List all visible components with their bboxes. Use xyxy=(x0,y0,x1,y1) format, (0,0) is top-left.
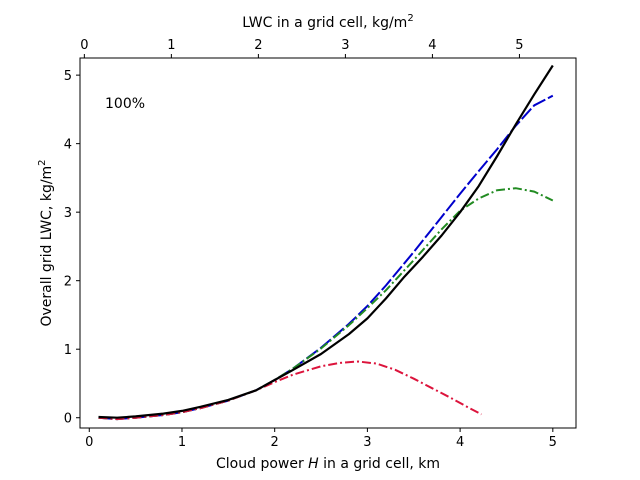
x-tick-label: 1 xyxy=(178,435,186,450)
x-tick-label: 0 xyxy=(85,435,93,450)
y-axis-label-base: Overall grid LWC, kg/m xyxy=(39,166,55,327)
y-axis-label-sup: 2 xyxy=(37,159,48,165)
top-x-axis-label-sup: 2 xyxy=(407,13,413,24)
x-axis-label-before: Cloud power xyxy=(216,456,308,472)
x-tick-label: 4 xyxy=(456,435,464,450)
plot-frame xyxy=(79,57,577,429)
series-line-3 xyxy=(98,360,482,421)
top-x-axis-label: LWC in a grid cell, kg/m2 xyxy=(242,13,413,31)
y-tick-label: 2 xyxy=(64,275,72,290)
series-line-1 xyxy=(98,94,554,421)
x-tick-label: 2 xyxy=(271,435,279,450)
top-x-tick-label: 3 xyxy=(341,38,349,53)
x-axis-label-italic: H xyxy=(308,456,319,472)
x-tick-label: 5 xyxy=(549,435,557,450)
ticks-layer: 0 1 2 3 4 5 0 1 2 3 4 5 0 1 2 3 4 5 xyxy=(64,38,557,450)
series-layer xyxy=(98,64,554,421)
x-axis-label-after: in a grid cell, km xyxy=(319,456,440,472)
y-tick-label: 0 xyxy=(64,412,72,427)
y-tick-label: 5 xyxy=(64,69,72,84)
top-x-tick-label: 0 xyxy=(80,38,88,53)
series-line-2 xyxy=(98,187,554,421)
top-x-tick-label: 2 xyxy=(254,38,262,53)
annotation-label: 100% xyxy=(105,96,145,112)
series-line-4 xyxy=(98,64,554,419)
y-tick-label: 4 xyxy=(64,138,72,153)
y-tick-label: 1 xyxy=(64,343,72,358)
top-x-tick-label: 1 xyxy=(167,38,175,53)
x-axis-label: Cloud power H in a grid cell, km xyxy=(216,456,440,472)
y-tick-label: 3 xyxy=(64,206,72,221)
x-tick-label: 3 xyxy=(363,435,371,450)
top-x-tick-label: 5 xyxy=(515,38,523,53)
y-axis-label: Overall grid LWC, kg/m2 xyxy=(37,159,55,326)
top-x-axis-label-base: LWC in a grid cell, kg/m xyxy=(242,15,407,31)
top-x-tick-label: 4 xyxy=(428,38,436,53)
